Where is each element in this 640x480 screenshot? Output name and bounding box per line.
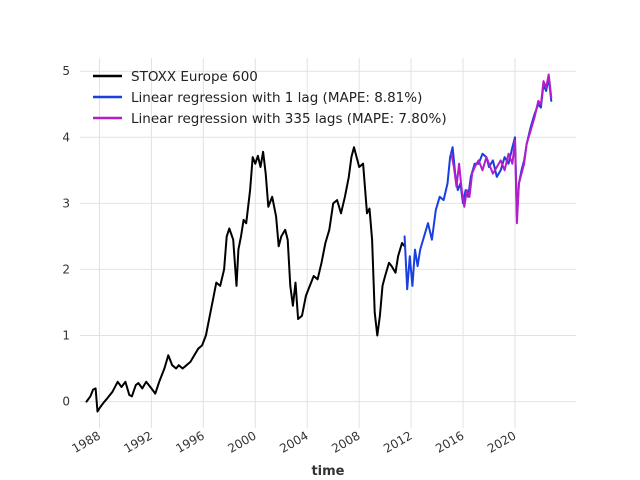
x-tick-label: 2000 (225, 428, 258, 455)
legend: STOXX Europe 600 Linear regression with 1… (93, 69, 447, 127)
x-tick-label: 1992 (121, 428, 154, 455)
legend-label-2: Linear regression with 1 lag (MAPE: 8.81… (131, 90, 422, 106)
x-tick-label: 1988 (70, 428, 103, 455)
legend-label-3: Linear regression with 335 lags (MAPE: 7… (131, 111, 447, 127)
series-lines (85, 73, 553, 413)
y-tick-labels: 0 1 2 3 4 5 (62, 64, 70, 408)
series-line-2 (403, 76, 553, 291)
y-tick-label: 4 (62, 130, 70, 144)
legend-label-1: STOXX Europe 600 (131, 69, 258, 85)
y-tick-label: 1 (62, 329, 70, 343)
x-tick-label: 2008 (329, 428, 362, 455)
y-tick-label: 2 (62, 262, 70, 276)
x-tick-label: 2016 (433, 428, 466, 455)
y-tick-label: 3 (62, 196, 70, 210)
grid-lines (80, 58, 576, 428)
series-line-3 (450, 73, 553, 225)
series-line-1 (85, 146, 406, 413)
x-tick-label: 2020 (485, 428, 518, 455)
x-tick-label: 2012 (381, 428, 414, 455)
x-tick-label: 1996 (173, 428, 206, 455)
y-tick-label: 0 (62, 395, 70, 409)
x-axis-title: time (311, 464, 344, 479)
x-tick-labels: 1988 1992 1996 2000 2004 2008 2012 2016 2020 (70, 428, 519, 455)
y-tick-label: 5 (62, 64, 70, 78)
x-tick-label: 2004 (277, 428, 310, 455)
